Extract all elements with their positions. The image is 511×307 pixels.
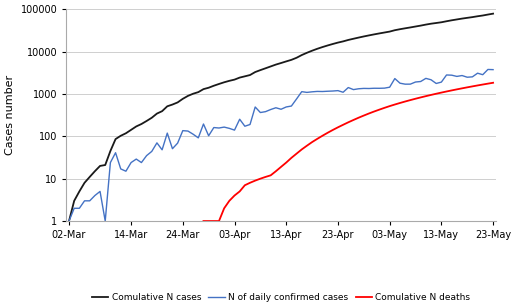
N of daily confirmed cases <box>371 86 377 90</box>
N of daily confirmed cases <box>66 219 72 223</box>
Comulative N cases <box>66 219 72 223</box>
Comulative N cases <box>490 12 496 15</box>
Line: Comulative N cases: Comulative N cases <box>69 14 493 221</box>
Comulative N deaths <box>490 81 496 85</box>
N of daily confirmed cases <box>92 194 98 197</box>
N of daily confirmed cases <box>397 81 403 85</box>
N of daily confirmed cases <box>485 68 491 71</box>
Y-axis label: Cases number: Cases number <box>5 75 15 155</box>
Comulative N cases <box>397 27 403 31</box>
Legend: Comulative N cases, N of daily confirmed cases, Comulative N deaths: Comulative N cases, N of daily confirmed… <box>88 289 474 305</box>
Line: N of daily confirmed cases: N of daily confirmed cases <box>69 69 493 221</box>
Comulative N cases <box>92 169 98 173</box>
Comulative N cases <box>154 112 160 115</box>
N of daily confirmed cases <box>319 90 326 93</box>
Line: Comulative N deaths: Comulative N deaths <box>203 83 493 221</box>
Comulative N deaths <box>397 101 403 105</box>
N of daily confirmed cases <box>154 141 160 145</box>
Comulative N cases <box>128 128 134 132</box>
Comulative N deaths <box>319 134 326 138</box>
Comulative N cases <box>371 33 377 36</box>
Comulative N cases <box>319 45 326 49</box>
N of daily confirmed cases <box>490 68 496 72</box>
Comulative N deaths <box>371 110 377 113</box>
N of daily confirmed cases <box>128 161 134 165</box>
